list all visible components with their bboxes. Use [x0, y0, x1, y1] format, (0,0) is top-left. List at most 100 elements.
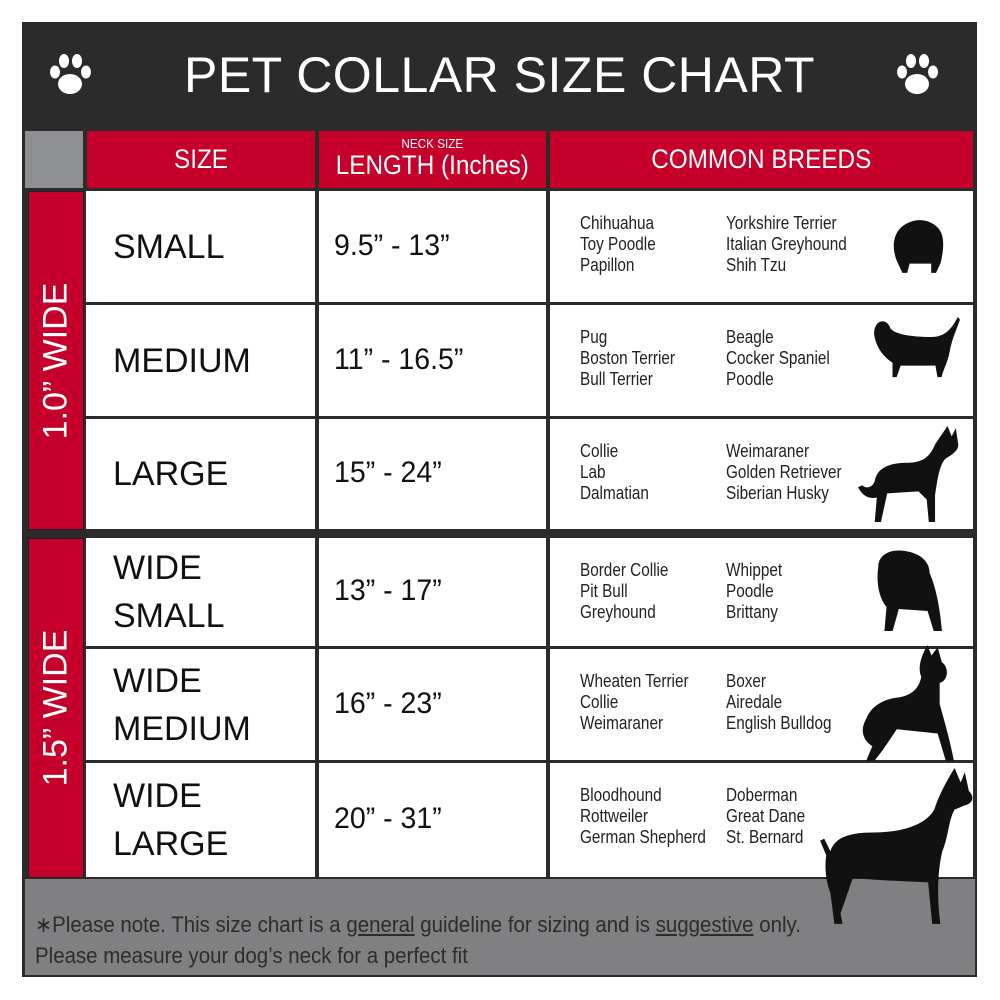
size-label-line: MEDIUM — [113, 709, 251, 748]
size-cell — [86, 649, 315, 760]
size-label: LARGE — [113, 450, 228, 498]
breed-name: English Bulldog — [726, 713, 832, 733]
breed-name: Beagle — [726, 327, 774, 347]
length-cell — [319, 191, 546, 302]
breed-list-b: Doberman Great Dane St. Bernard — [726, 785, 805, 848]
breed-name: Papillon — [580, 255, 635, 275]
doberman-silhouette-icon — [820, 768, 973, 924]
breed-list-a: Chihuahua Toy Poodle Papillon — [580, 213, 656, 276]
shepherd-silhouette-icon — [858, 426, 959, 522]
header-breeds-label: COMMON BREEDS — [651, 144, 872, 174]
header-breeds: COMMON BREEDS — [550, 131, 973, 188]
breed-name: Brittany — [726, 602, 778, 622]
header-size-label: SIZE — [173, 144, 228, 174]
breed-list-a: Wheaten Terrier Collie Weimaraner — [580, 671, 689, 734]
length-cell — [319, 649, 546, 760]
corner-cell — [25, 131, 83, 188]
breed-name: St. Bernard — [726, 827, 804, 847]
header-length-label: LENGTH (Inches) — [335, 150, 530, 180]
length-cell — [319, 763, 546, 877]
footer-note-line-1: ∗Please note. This size chart is a gener… — [35, 912, 801, 938]
length-value: 16” - 23” — [334, 686, 442, 720]
paw-print-icon — [897, 54, 938, 94]
breed-list-b: Beagle Cocker Spaniel Poodle — [726, 327, 830, 390]
breed-name: Dalmatian — [580, 483, 649, 503]
breed-list-b: Whippet Poodle Brittany — [726, 560, 782, 623]
header-size: SIZE — [87, 131, 315, 188]
breed-list-b: Yorkshire Terrier Italian Greyhound Shih T… — [726, 213, 847, 276]
footer-note — [25, 879, 975, 975]
breed-list-a: Pug Boston Terrier Bull Terrier — [580, 327, 675, 390]
breed-name: Pit Bull — [580, 581, 628, 601]
breed-name: Lab — [580, 462, 606, 482]
page-title: PET COLLAR SIZE CHART — [183, 47, 816, 103]
header-length: NECK SIZE LENGTH (Inches) — [319, 131, 546, 188]
breed-name: Bull Terrier — [580, 369, 653, 389]
size-label-line: SMALL — [113, 227, 225, 266]
length-value: 15” - 24” — [334, 456, 442, 489]
breed-name: Chihuahua — [580, 213, 655, 233]
group-label-1in: 1.0” WIDE — [28, 191, 84, 530]
size-label: WIDE SMALL — [113, 544, 225, 640]
breed-name: Boxer — [726, 671, 766, 691]
dachshund-silhouette-icon — [874, 316, 960, 378]
breed-name: Pug — [580, 327, 608, 347]
size-cell — [86, 305, 315, 416]
breed-list-a: Collie Lab Dalmatian — [580, 441, 649, 504]
footer-note-line-2: Please measure your dog’s neck for a per… — [35, 943, 468, 968]
breed-name: Bloodhound — [580, 785, 662, 805]
note-text: guideline for sizing and is — [414, 912, 656, 937]
small-dog-silhouette-icon — [893, 220, 944, 273]
length-cell — [319, 538, 546, 646]
size-label: SMALL — [113, 223, 225, 271]
note-text: only. — [753, 912, 801, 937]
breed-name: Airedale — [726, 692, 783, 712]
breed-name: Greyhound — [580, 602, 656, 622]
breed-name: Great Dane — [726, 806, 806, 826]
size-label: WIDE MEDIUM — [113, 657, 251, 753]
size-label: WIDE LARGE — [113, 772, 228, 868]
size-cell — [86, 419, 315, 529]
breed-name: Wheaten Terrier — [580, 671, 689, 691]
breed-list-b: Weimaraner Golden Retriever Siberian Husky — [726, 441, 842, 504]
size-label-line: LARGE — [113, 825, 229, 863]
breed-name: Golden Retriever — [726, 462, 842, 482]
breed-name: German Shepherd — [580, 827, 706, 847]
group-label-text: 1.0” WIDE — [36, 282, 75, 439]
breed-name: Poodle — [726, 369, 774, 389]
size-cell — [86, 538, 315, 646]
breed-name: Shih Tzu — [726, 255, 787, 275]
breed-name: Boston Terrier — [580, 348, 675, 368]
length-value: 13” - 17” — [334, 574, 442, 607]
breed-name: Whippet — [726, 560, 783, 580]
breed-list-a: Border Collie Pit Bull Greyhound — [580, 560, 668, 623]
breed-name: Border Collie — [580, 560, 669, 580]
size-label-line: SMALL — [113, 597, 225, 635]
paw-print-icon — [50, 54, 91, 94]
breed-name: Doberman — [726, 785, 798, 805]
size-label-line: WIDE — [113, 549, 202, 587]
breed-name: Cocker Spaniel — [726, 348, 830, 368]
size-label: MEDIUM — [113, 337, 251, 385]
size-label-line: MEDIUM — [113, 341, 251, 380]
breed-name: Collie — [580, 441, 619, 461]
size-cell — [86, 763, 315, 877]
breed-name: Italian Greyhound — [726, 234, 847, 254]
breed-name: Weimaraner — [580, 713, 664, 733]
breed-list-a: Bloodhound Rottweiler German Shepherd — [580, 785, 706, 848]
size-cell — [86, 191, 315, 302]
breed-name: Weimaraner — [726, 441, 810, 461]
breed-name: Poodle — [726, 581, 774, 601]
breed-name: Rottweiler — [580, 806, 649, 826]
pitbull-silhouette-icon — [862, 645, 954, 761]
note-underlined-general: general — [346, 912, 415, 937]
size-label-line: LARGE — [113, 455, 229, 493]
group-label-1-5in: 1.5” WIDE — [28, 538, 84, 878]
note-underlined-suggestive: suggestive — [655, 912, 754, 937]
size-label-line: WIDE — [113, 777, 202, 815]
breed-list-b: Boxer Airedale English Bulldog — [726, 671, 831, 734]
bulldog-silhouette-icon — [877, 550, 942, 631]
breed-name: Yorkshire Terrier — [726, 213, 837, 233]
group-label-text: 1.5” WIDE — [36, 629, 75, 787]
breed-name: Siberian Husky — [726, 483, 829, 503]
